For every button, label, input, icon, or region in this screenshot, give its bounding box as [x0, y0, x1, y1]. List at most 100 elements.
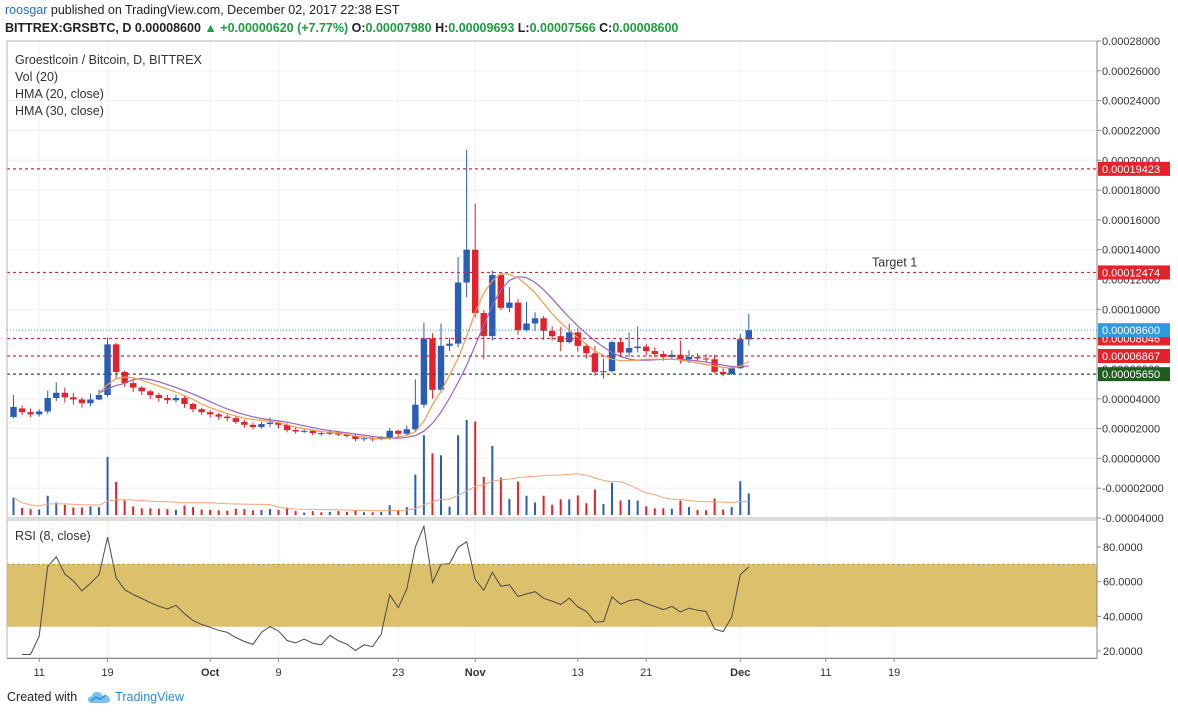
volume-bar — [645, 506, 648, 515]
volume-bar — [106, 456, 109, 515]
price-tick-label: 0.00004000 — [1102, 394, 1160, 406]
candle-body — [318, 433, 325, 435]
volume-bar — [200, 509, 203, 515]
candle-body — [548, 330, 556, 337]
candle — [625, 332, 633, 358]
volume-bar — [303, 512, 306, 515]
candle — [557, 327, 564, 352]
candle — [463, 149, 470, 298]
candle — [164, 395, 171, 404]
price-level-tag — [1098, 349, 1170, 364]
created-with-text: Created with — [7, 690, 78, 704]
candle — [737, 333, 744, 369]
rsi-tick-label: 40.0000 — [1103, 611, 1143, 623]
price-tick-label: 0.00018000 — [1102, 185, 1160, 197]
price-levels: Target 1 — [7, 168, 1097, 375]
candle-body — [352, 436, 359, 439]
candle-body — [112, 344, 120, 372]
candle — [600, 358, 607, 379]
candle — [189, 402, 197, 413]
candle — [292, 427, 299, 434]
volume-bar — [516, 481, 519, 515]
volume-bar — [440, 455, 442, 515]
volume-bar — [611, 482, 613, 515]
candle — [206, 409, 214, 418]
candle — [523, 301, 530, 332]
candle — [215, 412, 222, 420]
volume-bar — [29, 509, 32, 515]
candle-body — [395, 430, 402, 434]
candle — [147, 389, 154, 399]
time-tick-label: 11 — [820, 667, 831, 679]
volume-bar — [474, 421, 477, 515]
candle — [668, 350, 676, 360]
legend-title: Groestlcoin / Bitcoin, D, BITTREX — [15, 53, 202, 67]
candle-body — [189, 403, 197, 410]
candle — [685, 350, 693, 363]
time-tick-label: 23 — [392, 667, 404, 679]
volume-bar — [380, 511, 383, 515]
volume-bar — [345, 511, 348, 515]
candle — [719, 368, 727, 377]
time-tick-label: 13 — [572, 667, 584, 679]
candle — [266, 417, 274, 428]
candle-body — [206, 412, 214, 415]
volume-bar — [628, 499, 631, 515]
volume-bar — [98, 507, 100, 515]
volume-bar — [192, 507, 195, 515]
candle — [651, 347, 658, 358]
volume-bar — [80, 507, 83, 515]
volume-bar — [12, 497, 15, 515]
candle-body — [292, 430, 299, 432]
candle — [454, 257, 462, 348]
volume-bar — [132, 506, 135, 515]
candle-body — [53, 392, 60, 399]
volume-bar — [328, 511, 331, 515]
volume-bar — [354, 509, 357, 515]
candle-body — [531, 318, 539, 324]
candle-body — [429, 338, 436, 390]
candle — [472, 203, 479, 318]
candle-body — [377, 437, 385, 439]
candle-body — [728, 368, 735, 375]
candle-body — [181, 398, 188, 404]
volume-bar — [534, 502, 537, 515]
volume-bar — [739, 481, 742, 515]
candle-body — [172, 398, 180, 401]
candle-body — [275, 422, 282, 425]
candle — [198, 407, 205, 416]
price-tick-label: 0.00014000 — [1102, 245, 1160, 257]
candle — [104, 337, 111, 398]
volume-bar — [687, 507, 690, 515]
candle-body — [35, 411, 43, 415]
candle-body — [514, 302, 522, 331]
candle-body — [326, 432, 334, 434]
candle — [181, 395, 188, 408]
candle — [326, 430, 334, 436]
candle — [540, 316, 547, 340]
volume-bar — [149, 508, 152, 515]
candle — [112, 342, 120, 378]
volume-bar — [491, 445, 494, 515]
candle — [10, 395, 17, 419]
candle-body — [608, 342, 616, 372]
candle-body — [651, 351, 658, 355]
candle-body — [155, 395, 163, 399]
volume-bar — [38, 509, 41, 515]
last-price: 0.00008600 — [134, 21, 201, 35]
volume-bar — [294, 511, 297, 515]
tradingview-link[interactable]: TradingView — [115, 690, 184, 704]
price-level-tag-label: 0.00006867 — [1102, 351, 1160, 363]
candle-body — [420, 338, 428, 405]
candle — [702, 354, 710, 363]
candle-body — [258, 424, 265, 428]
candle-body — [702, 358, 710, 360]
candle — [583, 343, 590, 359]
candle — [70, 392, 77, 405]
candle-body — [95, 395, 103, 400]
candle — [377, 436, 385, 441]
candle-body — [164, 398, 171, 401]
low-value: 0.00007566 — [529, 21, 596, 35]
author-link[interactable]: roosgar — [5, 3, 48, 17]
